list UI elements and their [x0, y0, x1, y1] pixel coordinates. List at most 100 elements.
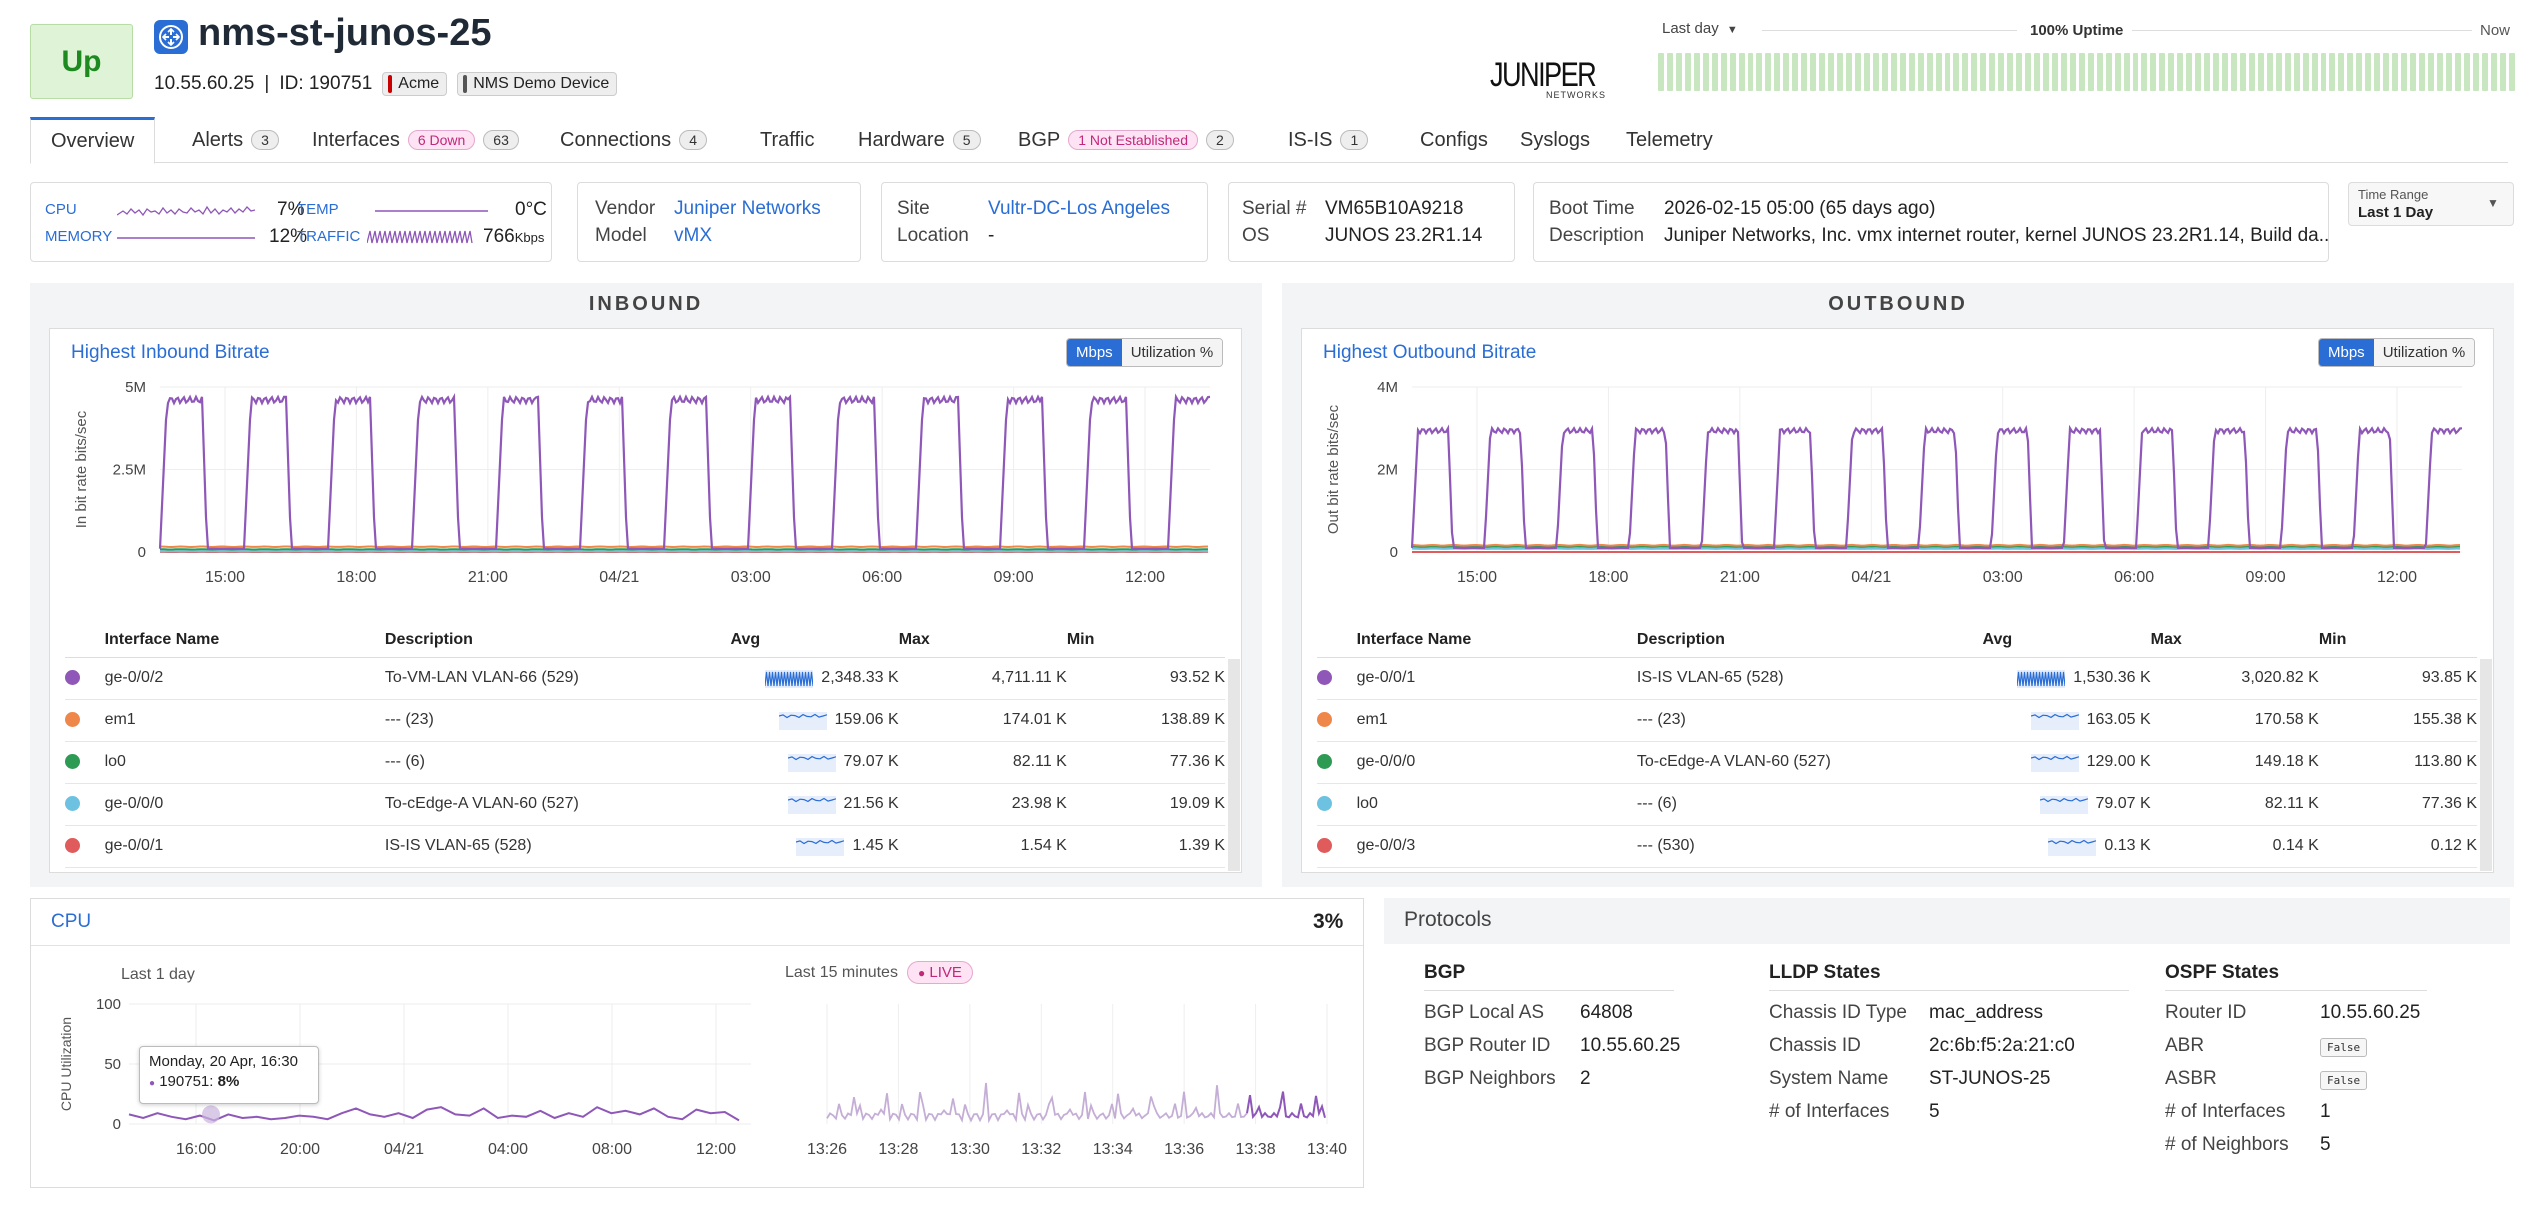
interface-name[interactable]: em1 — [104, 699, 385, 742]
site-link[interactable]: Vultr-DC-Los Angeles — [988, 198, 1170, 219]
uptime-bar[interactable] — [2016, 53, 2023, 91]
column-header[interactable]: Max — [2150, 623, 2319, 658]
uptime-bar[interactable] — [2320, 53, 2327, 91]
uptime-bar[interactable] — [1747, 53, 1754, 91]
uptime-bar[interactable] — [2248, 53, 2255, 91]
uptime-bar[interactable] — [1684, 53, 1691, 91]
uptime-bar[interactable] — [2419, 53, 2425, 91]
tab-hardware[interactable]: Hardware 5 — [838, 117, 1001, 163]
inbound-chart-title[interactable]: Highest Inbound Bitrate — [71, 342, 270, 363]
mbps-toggle[interactable]: Mbps — [2319, 339, 2374, 366]
interface-name[interactable]: ge-0/0/3 — [1356, 825, 1637, 868]
uptime-bar[interactable] — [1926, 53, 1933, 91]
uptime-bar[interactable] — [1944, 53, 1951, 91]
uptime-bar[interactable] — [2410, 53, 2417, 91]
time-range-select[interactable]: Time Range Last 1 Day ▼ — [2348, 182, 2514, 226]
uptime-bar[interactable] — [2392, 53, 2399, 91]
interface-name[interactable]: ge-0/0/0 — [104, 783, 385, 826]
uptime-bar[interactable] — [2347, 53, 2354, 91]
uptime-bar[interactable] — [2401, 53, 2408, 91]
outbound-scrollbar[interactable] — [2480, 659, 2492, 871]
uptime-bar[interactable] — [2141, 53, 2148, 91]
column-header[interactable]: Max — [898, 623, 1067, 658]
uptime-bar[interactable] — [1872, 53, 1879, 91]
uptime-bar[interactable] — [2499, 53, 2506, 91]
uptime-range-dropdown[interactable]: Last day ▼ — [1662, 20, 1738, 37]
uptime-bar[interactable] — [1881, 53, 1888, 91]
uptime-bar[interactable] — [2481, 53, 2488, 91]
table-row[interactable]: ge-0/0/3 --- (530) 0.13 K 0.14 K 0.12 K — [1317, 825, 2477, 868]
uptime-bar[interactable] — [2239, 53, 2246, 91]
uptime-bar[interactable] — [2436, 53, 2443, 91]
uptime-bar[interactable] — [1890, 53, 1897, 91]
tab-interfaces[interactable]: Interfaces 6 Down 63 — [292, 117, 539, 163]
uptime-bar[interactable] — [2069, 53, 2076, 91]
column-header[interactable]: Description — [384, 623, 731, 658]
uptime-bar[interactable] — [1846, 53, 1852, 91]
uptime-bar[interactable] — [2213, 53, 2220, 91]
uptime-bar[interactable] — [2311, 53, 2318, 91]
uptime-bar[interactable] — [2445, 53, 2452, 91]
tab-telemetry[interactable]: Telemetry — [1606, 117, 1733, 163]
column-header[interactable]: Interface Name — [1356, 623, 1637, 658]
uptime-bar[interactable] — [2150, 53, 2157, 91]
uptime-bar[interactable] — [2266, 53, 2273, 91]
inbound-scrollbar[interactable] — [1228, 659, 1240, 871]
column-header[interactable]: Description — [1636, 623, 1983, 658]
table-row[interactable]: lo0 --- (6) 79.07 K 82.11 K 77.36 K — [65, 741, 1225, 784]
uptime-bar[interactable] — [2034, 53, 2040, 91]
uptime-bar[interactable] — [1837, 53, 1844, 91]
uptime-bar[interactable] — [2159, 53, 2166, 91]
uptime-bar[interactable] — [1828, 53, 1835, 91]
uptime-bar[interactable] — [2472, 53, 2479, 91]
uptime-bar[interactable] — [1917, 53, 1924, 91]
model-link[interactable]: vMX — [674, 225, 712, 246]
uptime-bar[interactable] — [1774, 53, 1781, 91]
tab-configs[interactable]: Configs — [1400, 117, 1508, 163]
uptime-bar[interactable] — [2186, 53, 2193, 91]
uptime-bar[interactable] — [1953, 53, 1960, 91]
interface-name[interactable]: lo0 — [104, 741, 385, 784]
uptime-bar[interactable] — [1729, 53, 1736, 91]
table-row[interactable]: lo0 --- (6) 79.07 K 82.11 K 77.36 K — [1317, 783, 2477, 826]
uptime-bar[interactable] — [2275, 53, 2282, 91]
utilization-toggle[interactable]: Utilization % — [1121, 339, 1223, 366]
uptime-bar[interactable] — [2087, 53, 2094, 91]
tag-acme[interactable]: Acme — [382, 72, 448, 96]
uptime-bar[interactable] — [1720, 53, 1727, 91]
uptime-bar[interactable] — [1801, 53, 1808, 91]
table-row[interactable]: ge-0/0/0 To-cEdge-A VLAN-60 (527) 129.00 K… — [1317, 741, 2477, 784]
uptime-bar[interactable] — [2078, 53, 2085, 91]
interface-name[interactable]: ge-0/0/2 — [104, 657, 385, 700]
uptime-bar[interactable] — [2329, 53, 2336, 91]
uptime-bar[interactable] — [2284, 53, 2291, 91]
tab-bgp[interactable]: BGP 1 Not Established 2 — [998, 117, 1254, 163]
tab-syslogs[interactable]: Syslogs — [1500, 117, 1610, 163]
uptime-bar[interactable] — [2257, 53, 2264, 91]
tab-alerts[interactable]: Alerts 3 — [172, 117, 299, 163]
uptime-bar[interactable] — [2042, 53, 2049, 91]
uptime-bar[interactable] — [1810, 53, 1817, 91]
uptime-bar[interactable] — [1908, 53, 1915, 91]
uptime-bar[interactable] — [1666, 53, 1673, 91]
tag-demo[interactable]: NMS Demo Device — [457, 72, 618, 96]
uptime-bar[interactable] — [2338, 53, 2345, 91]
uptime-bar[interactable] — [2060, 53, 2067, 91]
column-header[interactable]: Avg — [730, 623, 899, 658]
uptime-bar[interactable] — [1756, 53, 1763, 91]
uptime-bar[interactable] — [1765, 53, 1772, 91]
uptime-bar[interactable] — [1971, 53, 1978, 91]
utilization-toggle[interactable]: Utilization % — [2373, 339, 2475, 366]
uptime-bar[interactable] — [1711, 53, 1718, 91]
column-header[interactable]: Interface Name — [104, 623, 385, 658]
interface-name[interactable]: lo0 — [1356, 783, 1637, 826]
uptime-bar[interactable] — [2195, 53, 2202, 91]
interface-name[interactable]: em1 — [1356, 699, 1637, 742]
uptime-bar[interactable] — [1962, 53, 1969, 91]
uptime-bar[interactable] — [1899, 53, 1906, 91]
uptime-bar[interactable] — [1819, 53, 1826, 91]
table-row[interactable]: em1 --- (23) 159.06 K 174.01 K 138.89 K — [65, 699, 1225, 742]
uptime-bar[interactable] — [1854, 53, 1861, 91]
interface-name[interactable]: ge-0/0/0 — [1356, 741, 1637, 784]
